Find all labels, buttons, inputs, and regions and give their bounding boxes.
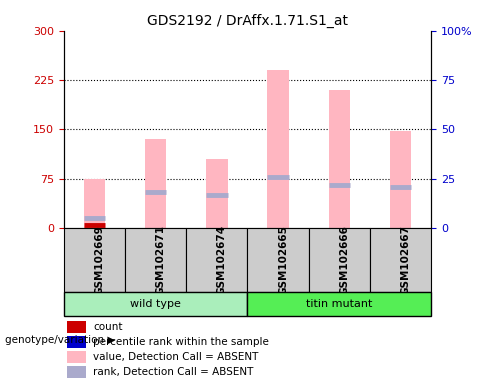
Bar bbox=[329, 90, 350, 228]
Bar bbox=[68, 336, 86, 348]
Text: GSM102665: GSM102665 bbox=[278, 225, 288, 295]
Text: wild type: wild type bbox=[130, 299, 181, 309]
Text: GSM102671: GSM102671 bbox=[156, 225, 166, 295]
Bar bbox=[206, 159, 227, 228]
Text: rank, Detection Call = ABSENT: rank, Detection Call = ABSENT bbox=[93, 367, 253, 377]
Text: value, Detection Call = ABSENT: value, Detection Call = ABSENT bbox=[93, 352, 259, 362]
Bar bbox=[268, 70, 289, 228]
Bar bbox=[84, 179, 105, 228]
Title: GDS2192 / DrAffx.1.71.S1_at: GDS2192 / DrAffx.1.71.S1_at bbox=[147, 14, 348, 28]
Bar bbox=[145, 139, 166, 228]
Text: percentile rank within the sample: percentile rank within the sample bbox=[93, 337, 269, 347]
Text: GSM102666: GSM102666 bbox=[339, 225, 349, 295]
Bar bbox=[247, 228, 309, 292]
Text: GSM102669: GSM102669 bbox=[94, 225, 104, 295]
Text: titin mutant: titin mutant bbox=[306, 299, 372, 309]
Bar bbox=[68, 321, 86, 333]
Bar bbox=[390, 131, 411, 228]
Text: GSM102674: GSM102674 bbox=[217, 225, 227, 295]
Bar bbox=[309, 228, 370, 292]
Bar bbox=[68, 366, 86, 378]
Bar bbox=[125, 228, 186, 292]
Bar bbox=[64, 292, 247, 316]
Text: genotype/variation ▶: genotype/variation ▶ bbox=[5, 335, 115, 345]
Bar bbox=[247, 292, 431, 316]
Bar bbox=[68, 351, 86, 363]
Bar bbox=[64, 228, 125, 292]
Bar bbox=[186, 228, 247, 292]
Text: GSM102667: GSM102667 bbox=[401, 225, 411, 295]
Text: count: count bbox=[93, 322, 122, 332]
Bar bbox=[370, 228, 431, 292]
